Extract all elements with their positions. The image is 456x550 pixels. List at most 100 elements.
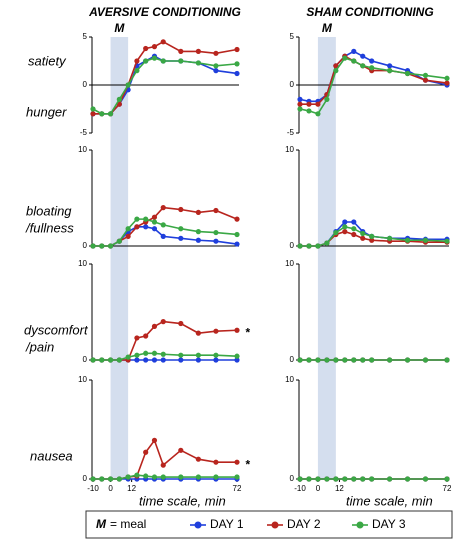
data-point bbox=[143, 45, 149, 52]
data-point bbox=[387, 235, 393, 241]
data-point bbox=[234, 61, 240, 67]
data-point bbox=[195, 60, 201, 66]
data-point bbox=[178, 474, 184, 480]
meal-shade bbox=[317, 380, 336, 479]
data-point bbox=[151, 357, 158, 363]
data-point bbox=[360, 476, 366, 482]
x-tick-label: 72 bbox=[443, 484, 452, 493]
legend-label: DAY 3 bbox=[372, 517, 406, 531]
data-point bbox=[99, 243, 105, 249]
data-point bbox=[195, 474, 201, 480]
row-label: dyscomfort bbox=[24, 322, 89, 337]
data-point bbox=[160, 222, 166, 228]
data-point bbox=[213, 357, 219, 363]
row-label: /pain bbox=[25, 339, 54, 354]
data-point bbox=[324, 96, 330, 102]
data-point bbox=[369, 476, 375, 482]
row-label: satiety bbox=[28, 53, 67, 68]
data-point bbox=[99, 357, 105, 363]
data-point bbox=[213, 238, 219, 244]
y-tick-label: 0 bbox=[83, 241, 88, 250]
data-point bbox=[90, 476, 96, 482]
annotation: * bbox=[245, 325, 251, 339]
data-point bbox=[178, 226, 184, 232]
data-point bbox=[151, 219, 158, 225]
data-point bbox=[134, 335, 140, 341]
y-tick-label: 10 bbox=[78, 259, 87, 268]
legend-marker bbox=[271, 521, 279, 529]
data-point bbox=[297, 106, 303, 112]
meal-shade bbox=[110, 37, 129, 150]
data-point bbox=[213, 68, 219, 74]
data-point bbox=[178, 357, 184, 363]
data-point bbox=[315, 101, 321, 107]
data-point bbox=[234, 241, 240, 247]
y-tick-label: 0 bbox=[290, 474, 295, 483]
data-point bbox=[90, 357, 96, 363]
data-point bbox=[369, 233, 375, 239]
data-point bbox=[306, 476, 312, 482]
data-point bbox=[178, 235, 184, 241]
data-point bbox=[387, 63, 393, 69]
data-point bbox=[195, 352, 201, 358]
data-point bbox=[160, 357, 166, 363]
data-point bbox=[360, 63, 366, 69]
data-point bbox=[151, 226, 158, 232]
data-point bbox=[178, 48, 184, 55]
column-title: AVERSIVE CONDITIONING bbox=[88, 5, 241, 19]
data-point bbox=[160, 205, 166, 211]
data-point bbox=[160, 39, 166, 45]
data-point bbox=[444, 357, 450, 363]
data-point bbox=[342, 224, 348, 230]
data-point bbox=[143, 333, 149, 339]
data-point bbox=[134, 357, 140, 363]
data-point bbox=[234, 474, 240, 480]
x-axis-label: time scale, min bbox=[139, 493, 226, 508]
data-point bbox=[351, 58, 357, 64]
data-point bbox=[99, 111, 105, 117]
data-point bbox=[134, 352, 140, 358]
data-point bbox=[342, 357, 348, 363]
data-point bbox=[151, 55, 158, 61]
data-point bbox=[422, 72, 429, 78]
data-point bbox=[404, 357, 411, 363]
y-tick-label: 0 bbox=[83, 355, 88, 364]
data-point bbox=[160, 58, 166, 64]
data-point bbox=[116, 476, 122, 482]
data-point bbox=[213, 328, 219, 334]
meal-shade bbox=[110, 380, 129, 479]
row-label: hunger bbox=[26, 104, 67, 119]
column-title: SHAM CONDITIONING bbox=[306, 5, 433, 19]
data-point bbox=[333, 68, 339, 74]
data-point bbox=[360, 235, 366, 241]
row-label: /fullness bbox=[25, 220, 74, 235]
data-point bbox=[107, 357, 114, 363]
data-point bbox=[234, 357, 240, 363]
data-point bbox=[234, 353, 240, 359]
data-point bbox=[324, 240, 330, 246]
data-point bbox=[90, 106, 96, 112]
data-point bbox=[134, 58, 140, 64]
data-point bbox=[160, 319, 166, 325]
data-point bbox=[369, 357, 375, 363]
legend-meal-symbol: M bbox=[96, 517, 107, 531]
data-point bbox=[160, 462, 166, 468]
data-point bbox=[234, 459, 240, 465]
data-point bbox=[143, 216, 149, 222]
data-point bbox=[333, 63, 339, 69]
meal-shade bbox=[110, 264, 129, 380]
data-point bbox=[404, 476, 411, 482]
data-point bbox=[213, 207, 219, 214]
data-point bbox=[134, 472, 140, 478]
data-point bbox=[143, 224, 149, 230]
data-point bbox=[342, 219, 348, 225]
y-tick-label: 0 bbox=[83, 80, 88, 89]
data-point bbox=[444, 476, 450, 482]
data-point bbox=[143, 58, 149, 64]
x-axis-label: time scale, min bbox=[346, 493, 433, 508]
data-point bbox=[143, 473, 149, 479]
data-point bbox=[369, 58, 375, 64]
data-point bbox=[422, 476, 429, 482]
data-point bbox=[369, 237, 375, 243]
data-point bbox=[234, 46, 240, 53]
